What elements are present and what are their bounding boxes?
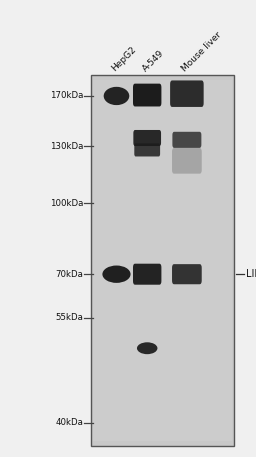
Text: HepG2: HepG2 (110, 45, 138, 73)
Text: 40kDa: 40kDa (55, 418, 83, 427)
Text: 100kDa: 100kDa (50, 199, 83, 208)
FancyBboxPatch shape (172, 264, 202, 284)
FancyBboxPatch shape (133, 130, 161, 146)
Ellipse shape (102, 266, 131, 283)
Text: 70kDa: 70kDa (55, 270, 83, 279)
FancyBboxPatch shape (170, 80, 204, 107)
FancyBboxPatch shape (133, 264, 161, 285)
Bar (91, 75, 234, 446)
FancyBboxPatch shape (172, 148, 202, 174)
Text: A-549: A-549 (141, 48, 166, 73)
Text: Mouse liver: Mouse liver (180, 30, 224, 73)
FancyBboxPatch shape (172, 132, 201, 148)
FancyBboxPatch shape (133, 84, 161, 106)
Ellipse shape (104, 87, 129, 105)
FancyBboxPatch shape (134, 143, 160, 156)
Bar (93, 80, 232, 441)
Text: 130kDa: 130kDa (50, 142, 83, 151)
Ellipse shape (137, 342, 157, 354)
Text: 55kDa: 55kDa (55, 313, 83, 322)
Text: 170kDa: 170kDa (50, 91, 83, 101)
Text: LIPG: LIPG (246, 269, 256, 279)
